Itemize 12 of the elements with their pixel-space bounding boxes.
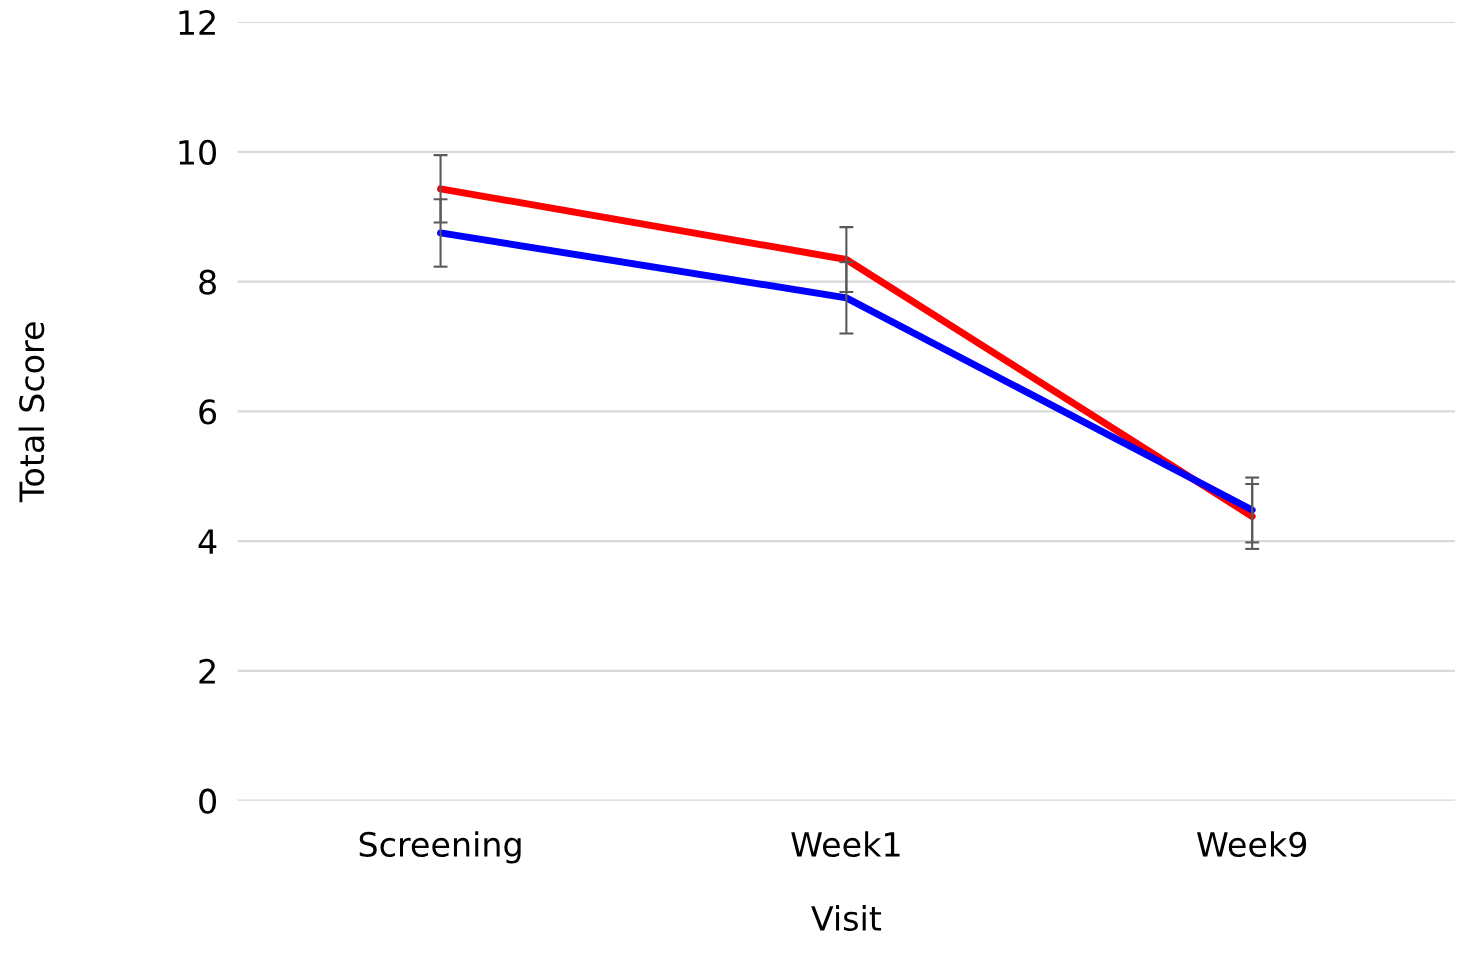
y-tick-label: 6	[199, 399, 217, 425]
y-tick-label: 4	[198, 529, 217, 554]
x-tick-label: Week9	[1197, 831, 1307, 857]
y-tick-label: 2	[199, 658, 215, 684]
y-tick-label: 10	[179, 139, 216, 165]
y-tick-label: 0	[199, 788, 216, 814]
x-tick-label: Week1	[791, 831, 900, 857]
x-tick-label: Screening	[359, 831, 521, 864]
y-tick-label: 8	[199, 269, 216, 295]
y-axis-title: Total Score	[18, 322, 45, 503]
x-axis-title: Visit	[811, 905, 882, 931]
y-tick-label: 12	[179, 10, 215, 35]
